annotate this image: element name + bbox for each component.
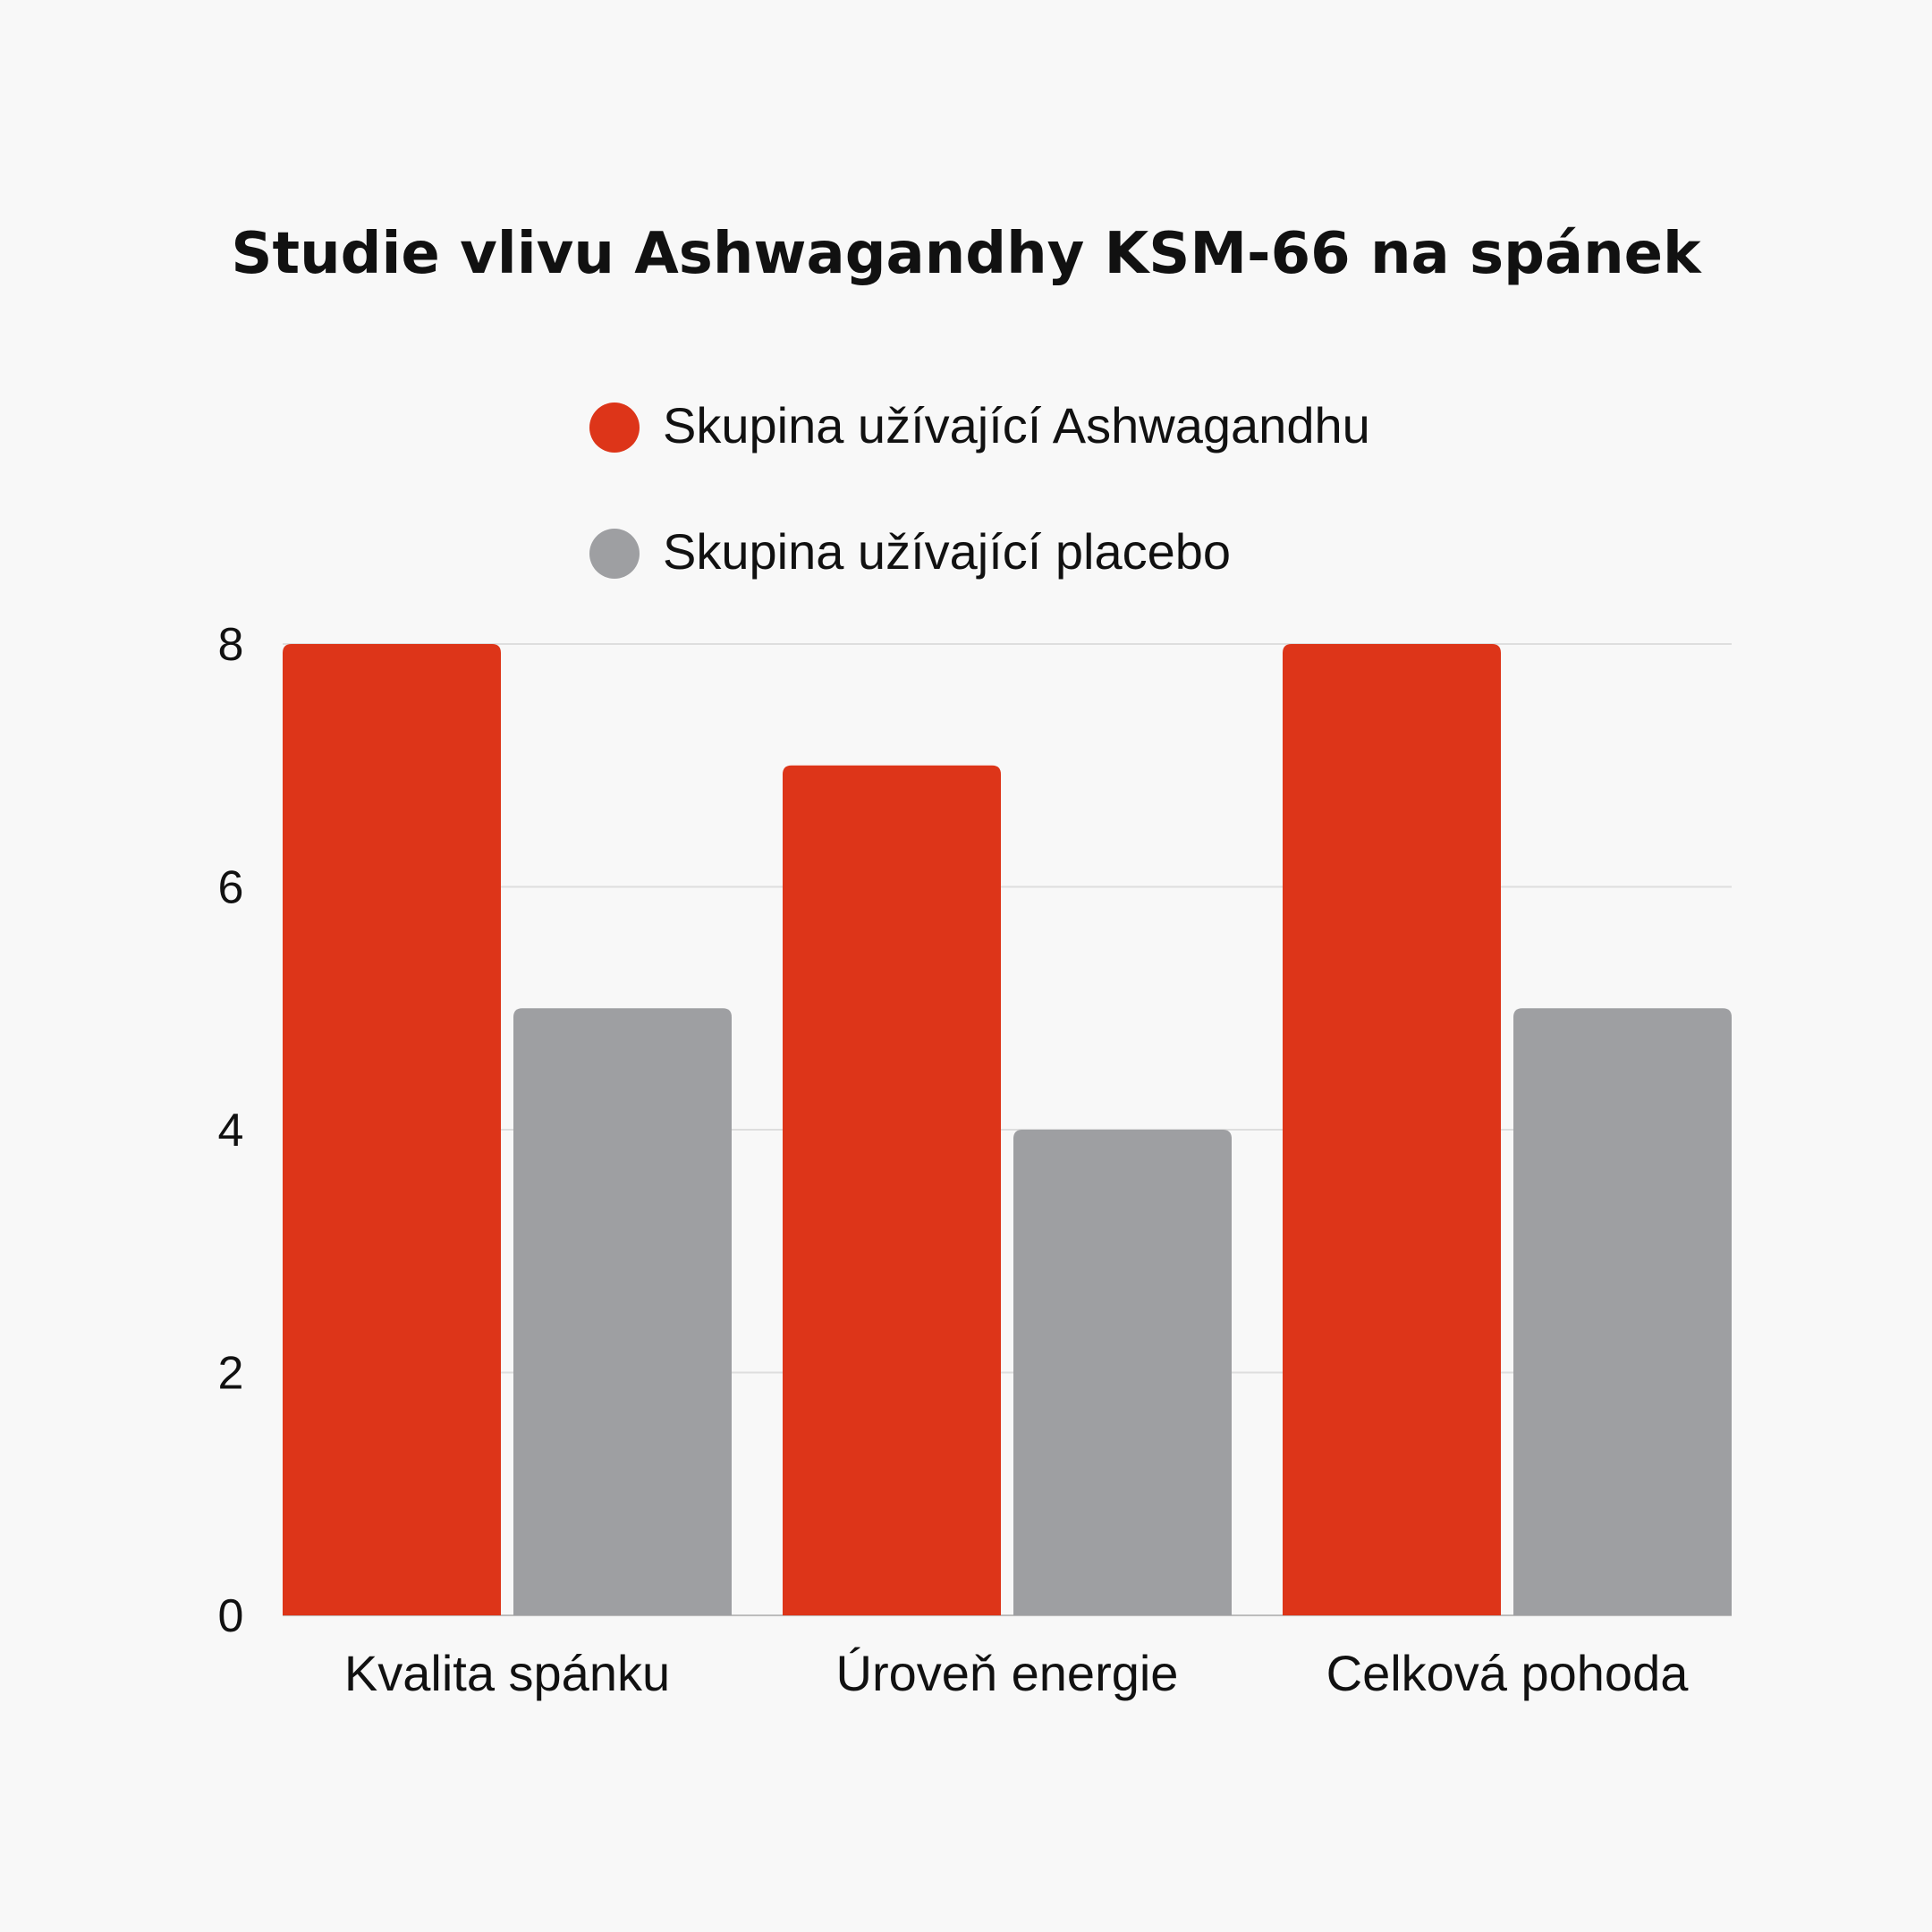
bars <box>283 644 1732 1615</box>
legend-swatch-ashwagandha <box>589 402 640 453</box>
bar-placebo-0 <box>513 1008 732 1615</box>
x-category-label-0: Kvalita spánku <box>344 1645 670 1701</box>
y-tick-label-2: 2 <box>218 1348 244 1400</box>
x-category-label-2: Celková pohoda <box>1326 1645 1690 1701</box>
legend-swatch-placebo <box>589 529 640 579</box>
legend: Skupina užívající Ashwagandhu Skupina už… <box>589 397 1370 580</box>
legend-label-placebo: Skupina užívající placebo <box>663 523 1231 580</box>
bar-placebo-1 <box>1013 1130 1232 1615</box>
y-tick-label-0: 0 <box>218 1590 244 1642</box>
y-axis-ticks: 0 2 4 6 8 <box>218 619 244 1642</box>
bar-ashwagandha-1 <box>783 765 1001 1615</box>
legend-item-ashwagandha: Skupina užívající Ashwagandhu <box>589 397 1370 453</box>
bar-ashwagandha-0 <box>283 644 501 1615</box>
y-tick-label-6: 6 <box>218 862 244 914</box>
x-axis-categories: Kvalita spánku Úroveň energie Celková poho… <box>344 1645 1689 1701</box>
bar-placebo-2 <box>1513 1008 1732 1615</box>
legend-label-ashwagandha: Skupina užívající Ashwagandhu <box>663 397 1370 453</box>
y-tick-label-4: 4 <box>218 1105 244 1157</box>
chart-title: Studie vlivu Ashwagandhy KSM-66 na spáne… <box>231 221 1702 287</box>
x-category-label-1: Úroveň energie <box>836 1645 1179 1701</box>
y-tick-label-8: 8 <box>218 619 244 671</box>
bar-ashwagandha-2 <box>1283 644 1501 1615</box>
legend-item-placebo: Skupina užívající placebo <box>589 523 1231 580</box>
